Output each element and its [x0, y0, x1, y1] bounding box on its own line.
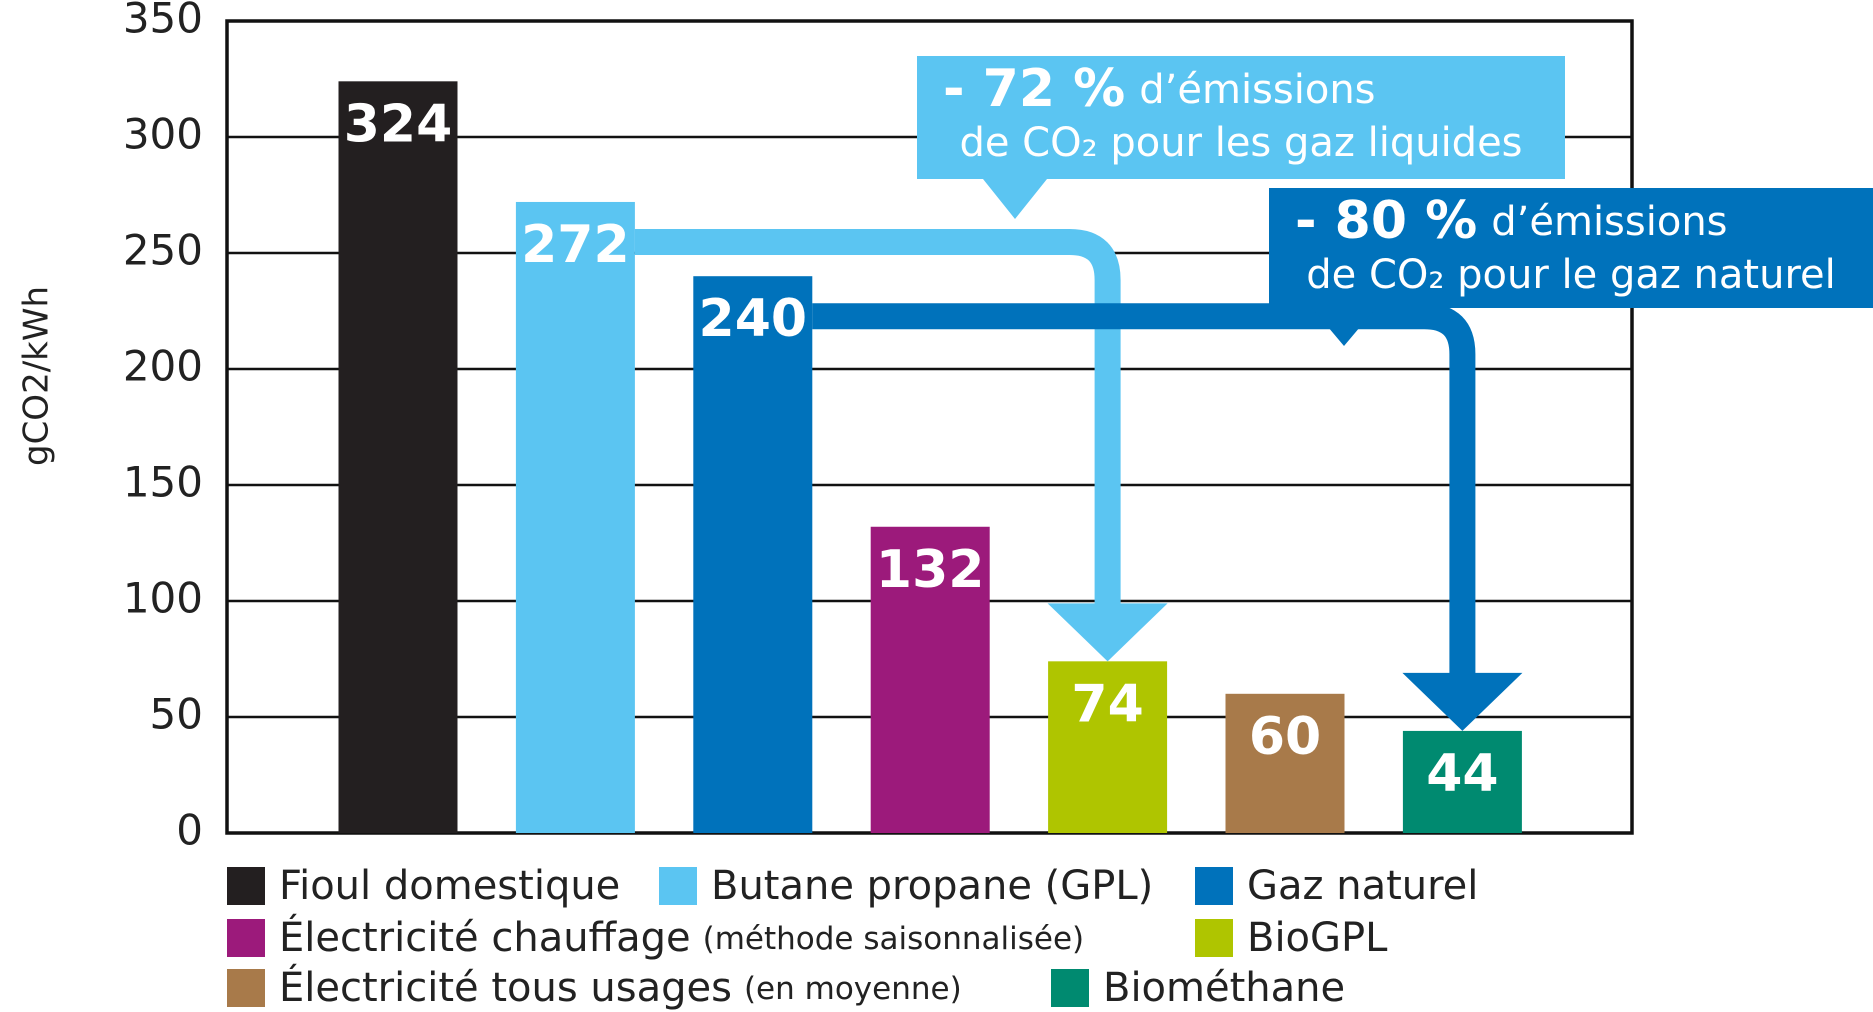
- legend-label: Biométhane: [1103, 965, 1345, 1011]
- legend-swatch: [1195, 867, 1233, 905]
- legend-swatch: [659, 867, 697, 905]
- bar: [1048, 661, 1168, 833]
- y-tick-label: 100: [123, 574, 203, 623]
- callout-box: [917, 56, 1565, 219]
- legend-label: Électricité tous usages (en moyenne): [279, 963, 962, 1011]
- y-tick-label: 300: [123, 110, 203, 159]
- legend-label: Fioul domestique: [279, 863, 620, 909]
- callout-box: [1269, 188, 1873, 346]
- callout-text: d’émissions: [1491, 199, 1727, 245]
- y-tick-label: 350: [123, 0, 203, 43]
- legend-name: Gaz naturel: [1247, 863, 1478, 909]
- legend-swatch: [227, 919, 265, 957]
- legend-label: BioGPL: [1247, 915, 1388, 961]
- arrow: [634, 228, 1121, 606]
- callout-line1: - 72 % d’émissions: [943, 59, 1376, 119]
- y-tick-label: 200: [123, 342, 203, 391]
- y-tick-label: 0: [176, 806, 203, 855]
- bar: [870, 526, 990, 833]
- value-label: 324: [344, 94, 453, 154]
- arrow: [812, 303, 1476, 675]
- value-label: 60: [1249, 707, 1321, 767]
- bar: [693, 276, 813, 833]
- legend-swatch: [227, 867, 265, 905]
- legend-swatch: [1051, 969, 1089, 1007]
- value-label: 74: [1071, 674, 1143, 734]
- callout-highlight: - 80 %: [1295, 191, 1477, 251]
- legend-label: Gaz naturel: [1247, 863, 1478, 909]
- y-axis-label: gCO2/kWh: [17, 286, 57, 466]
- bar: [338, 81, 458, 833]
- y-tick-label: 50: [150, 690, 203, 739]
- value-label: 272: [521, 215, 630, 275]
- legend-swatch: [1195, 919, 1233, 957]
- callout-highlight: - 72 %: [943, 59, 1125, 119]
- legend-name: Butane propane (GPL): [711, 863, 1153, 909]
- bar: [1225, 693, 1345, 833]
- arrow-head: [1047, 603, 1168, 662]
- legend-name: Biométhane: [1103, 965, 1345, 1011]
- bar: [1402, 730, 1522, 833]
- y-tick-label: 250: [123, 226, 203, 275]
- value-label: 44: [1426, 744, 1498, 804]
- legend-name: BioGPL: [1247, 915, 1388, 961]
- legend-note: (méthode saisonnalisée): [703, 921, 1085, 957]
- legend-swatch: [227, 969, 265, 1007]
- legend-name: Électricité chauffage: [279, 913, 691, 961]
- value-label: 132: [876, 540, 985, 600]
- legend-label: Butane propane (GPL): [711, 863, 1153, 909]
- legend-label: Électricité chauffage (méthode saisonnali…: [279, 913, 1084, 961]
- y-tick-label: 150: [123, 458, 203, 507]
- callout-text: d’émissions: [1139, 67, 1375, 113]
- legend-name: Fioul domestique: [279, 863, 620, 909]
- callout-line2: de CO₂ pour le gaz naturel: [1306, 252, 1836, 298]
- legend-note: (en moyenne): [744, 971, 962, 1007]
- callout-line2: de CO₂ pour les gaz liquides: [959, 120, 1522, 166]
- arrow-head: [1402, 672, 1523, 731]
- bar: [515, 201, 635, 833]
- callout-line1: - 80 % d’émissions: [1295, 191, 1728, 251]
- value-label: 240: [699, 289, 808, 349]
- legend-name: Électricité tous usages: [279, 963, 732, 1011]
